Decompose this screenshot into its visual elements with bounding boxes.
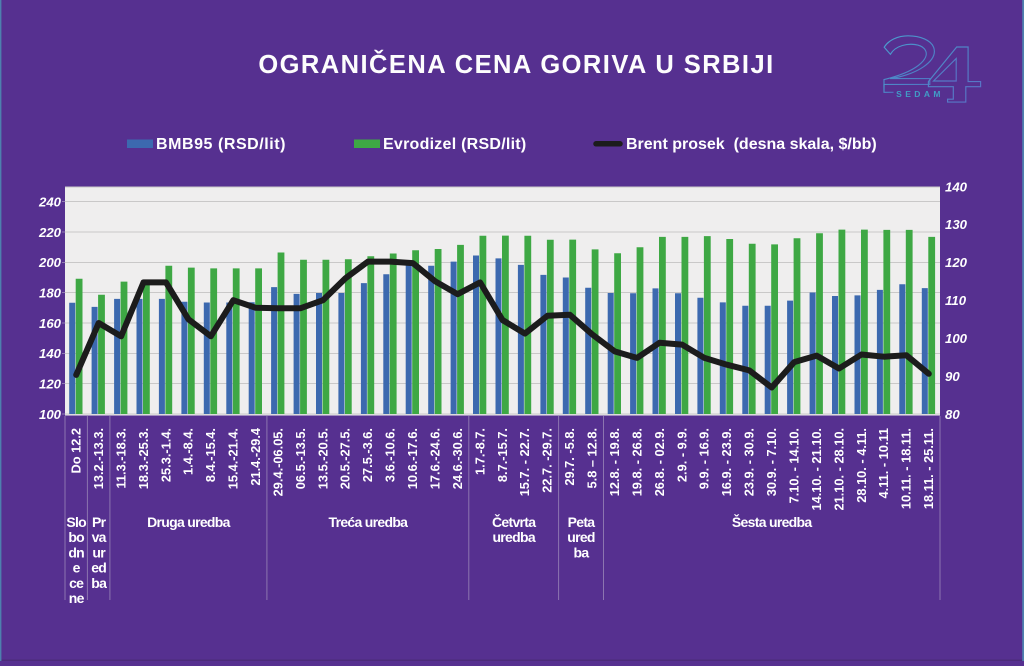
- svg-text:180: 180: [39, 286, 62, 301]
- svg-text:240: 240: [38, 195, 62, 210]
- svg-text:8.7.-15.7.: 8.7.-15.7.: [495, 428, 510, 482]
- svg-text:10.6.-17.6.: 10.6.-17.6.: [405, 428, 420, 489]
- svg-text:1.4.-8.4.: 1.4.-8.4.: [181, 428, 196, 475]
- svg-text:110: 110: [945, 293, 967, 308]
- svg-text:12.8. - 19.8.: 12.8. - 19.8.: [607, 428, 622, 496]
- svg-text:19.8. - 26.8.: 19.8. - 26.8.: [629, 428, 644, 496]
- svg-text:130: 130: [945, 217, 968, 232]
- svg-text:ba: ba: [91, 575, 107, 591]
- svg-text:Peta: Peta: [568, 514, 596, 530]
- svg-text:16.9. - 23.9.: 16.9. - 23.9.: [719, 428, 734, 496]
- svg-text:140: 140: [39, 346, 62, 361]
- svg-text:ur: ur: [92, 544, 106, 560]
- svg-text:dn: dn: [68, 544, 84, 560]
- svg-text:8.4.-15.4.: 8.4.-15.4.: [203, 428, 218, 482]
- svg-text:OGRANIČENA CENA GORIVA U SRBIJ: OGRANIČENA CENA GORIVA U SRBIJI: [258, 49, 774, 79]
- svg-text:20.5.-27.5.: 20.5.-27.5.: [338, 428, 353, 489]
- svg-text:uredba: uredba: [492, 529, 535, 545]
- svg-text:17.6.-24.6.: 17.6.-24.6.: [428, 428, 443, 489]
- svg-text:160: 160: [39, 316, 62, 331]
- svg-text:13.2.-13.3.: 13.2.-13.3.: [91, 428, 106, 489]
- svg-text:2.9. - 9.9.: 2.9. - 9.9.: [674, 428, 689, 482]
- svg-text:200: 200: [38, 255, 62, 270]
- svg-text:ed: ed: [91, 560, 106, 576]
- svg-text:80: 80: [945, 407, 960, 422]
- svg-text:90: 90: [945, 369, 960, 384]
- svg-text:15.7. - 22.7.: 15.7. - 22.7.: [517, 428, 532, 496]
- svg-text:1.7.-8.7.: 1.7.-8.7.: [472, 428, 487, 475]
- svg-text:10.11. - 18.11.: 10.11. - 18.11.: [899, 428, 914, 509]
- svg-text:21.10. - 28.10.: 21.10. - 28.10.: [831, 428, 846, 511]
- svg-text:7.10. - 14.10.: 7.10. - 14.10.: [787, 428, 802, 503]
- svg-text:26.8. - 02.9.: 26.8. - 02.9.: [652, 428, 667, 496]
- svg-text:Četvrta: Četvrta: [492, 513, 536, 530]
- svg-text:BMB95 (RSD/lit): BMB95 (RSD/lit): [156, 136, 286, 153]
- svg-text:SEDAM: SEDAM: [896, 89, 944, 99]
- svg-text:Slo: Slo: [66, 514, 86, 530]
- svg-text:13.5.-20.5.: 13.5.-20.5.: [315, 428, 330, 489]
- svg-text:27.5.-3.6.: 27.5.-3.6.: [360, 428, 375, 482]
- svg-text:11.3.-18.3.: 11.3.-18.3.: [113, 428, 128, 488]
- svg-text:Treća uredba: Treća uredba: [329, 514, 409, 530]
- svg-text:ba: ba: [574, 544, 590, 560]
- svg-text:ce: ce: [69, 575, 84, 591]
- svg-text:30.9. - 7.10.: 30.9. - 7.10.: [764, 428, 779, 496]
- svg-text:120: 120: [945, 255, 968, 270]
- svg-text:e: e: [73, 560, 81, 576]
- svg-text:22.7. -29.7.: 22.7. -29.7.: [540, 428, 555, 493]
- svg-text:18.3.-25.3.: 18.3.-25.3.: [136, 428, 151, 489]
- svg-text:14.10. - 21.10.: 14.10. - 21.10.: [809, 428, 824, 511]
- svg-text:3.6.-10.6.: 3.6.-10.6.: [383, 428, 398, 482]
- svg-text:24.6.-30.6.: 24.6.-30.6.: [450, 428, 465, 489]
- svg-text:Brent prosek (desna skala, $/: Brent prosek (desna skala, $/bb): [626, 136, 877, 153]
- svg-text:9.9. - 16.9.: 9.9. - 16.9.: [697, 428, 712, 489]
- svg-text:5.8 – 12.8.: 5.8 – 12.8.: [585, 428, 600, 488]
- svg-text:ne: ne: [69, 590, 85, 606]
- svg-text:Šesta uredba: Šesta uredba: [732, 513, 812, 530]
- svg-text:Evrodizel (RSD/lit): Evrodizel (RSD/lit): [383, 136, 526, 153]
- svg-text:18.11. - 25.11.: 18.11. - 25.11.: [921, 428, 936, 509]
- svg-text:06.5.-13.5.: 06.5.-13.5.: [293, 428, 308, 489]
- svg-text:va: va: [92, 529, 107, 545]
- svg-text:Do 12.2: Do 12.2: [69, 428, 84, 474]
- svg-text:25.3.-1.4.: 25.3.-1.4.: [158, 428, 173, 482]
- svg-text:100: 100: [945, 331, 968, 346]
- svg-text:bo: bo: [68, 529, 84, 545]
- svg-text:Druga uredba: Druga uredba: [147, 514, 231, 530]
- svg-text:120: 120: [39, 377, 62, 392]
- svg-text:29.4.-06.05.: 29.4.-06.05.: [270, 428, 285, 496]
- svg-text:Pr: Pr: [92, 514, 107, 530]
- svg-text:23.9. - 30.9.: 23.9. - 30.9.: [742, 428, 757, 496]
- svg-text:ured: ured: [567, 529, 595, 545]
- svg-text:29.7. -5.8.: 29.7. -5.8.: [562, 428, 577, 486]
- svg-text:21.4.-29.4: 21.4.-29.4: [248, 427, 263, 486]
- svg-text:140: 140: [945, 179, 968, 194]
- svg-text:15.4.-21.4.: 15.4.-21.4.: [226, 428, 241, 489]
- svg-text:28.10. - 4.11.: 28.10. - 4.11.: [854, 428, 869, 503]
- svg-text:4.11. - 10.11: 4.11. - 10.11: [876, 428, 891, 498]
- svg-text:220: 220: [38, 225, 62, 240]
- svg-text:100: 100: [39, 407, 62, 422]
